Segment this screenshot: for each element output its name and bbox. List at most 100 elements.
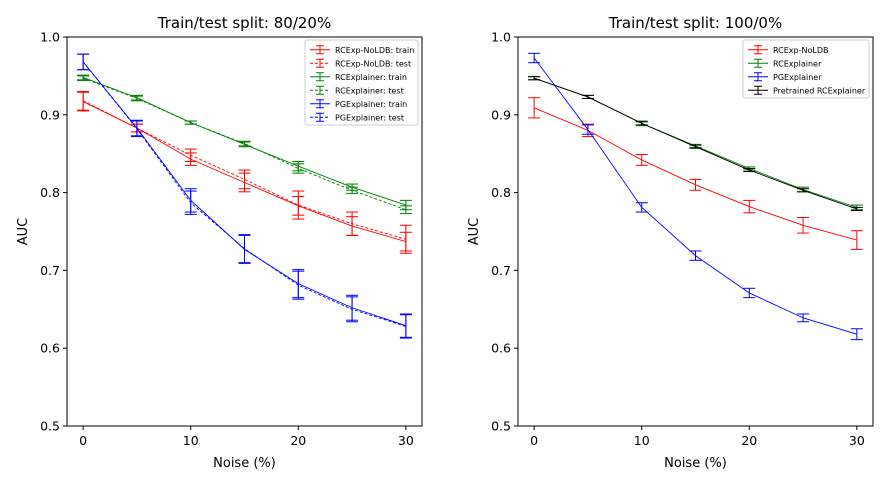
x-tick-label: 10 [634,433,650,448]
y-tick-label: 1.0 [491,30,511,45]
legend-entry: PGExplainer: test [310,112,404,122]
error-bar [184,148,197,162]
series-6 [77,53,412,339]
x-tick-label: 20 [290,433,306,448]
error-bar [797,313,810,323]
legend-label: RCExp-NoLDB: train [335,46,414,55]
error-bar [528,97,541,119]
error-bar [292,163,305,174]
x-axis-label: Noise (%) [213,456,276,471]
error-bar [399,314,412,339]
series-line [533,107,857,241]
error-bar [238,234,251,264]
legend-label: PGExplainer: train [335,100,407,109]
chart-panel-2: Train/test split: 100/0% 0 10 20 30 0.5 0.6 0.7… [467,14,874,471]
error-bar [292,190,305,220]
chart-title: Train/test split: 100/0% [608,14,782,32]
legend-entry: Pretrained RCExplainer [748,85,866,95]
error-bar [635,202,648,213]
error-bar [850,230,863,250]
series-4 [77,75,412,215]
error-bar [77,75,90,82]
x-tick-label: 10 [183,433,199,448]
error-bar [528,76,541,81]
legend-entry: PGExplainer [748,72,822,82]
error-bar [850,206,863,211]
error-bar [743,167,756,173]
plot-area-frame [66,36,423,427]
error-bar [346,211,359,236]
chart-panel-1: Train/test split: 80/20% 0 10 20 30 0.5 0.6 0.7… [16,14,423,471]
y-tick-label: 1.0 [40,30,60,45]
legend-box [304,39,419,126]
y-tick-label: 0.6 [491,341,511,356]
legend-entry: RCExp-NoLDB: test [310,58,411,68]
series-4 [528,76,863,211]
x-tick-label: 0 [530,433,538,448]
error-bar [77,53,90,71]
legend-label: RCExp-NoLDB: test [335,59,411,68]
error-bar [292,270,305,300]
legend-label: PGExplainer [773,73,822,82]
y-tick-label: 0.6 [40,341,60,356]
error-bar [399,224,412,254]
error-bar [346,296,359,323]
legend-label: PGExplainer: test [335,113,404,122]
error-bar [528,52,541,64]
chart-title: Train/test split: 80/20% [157,14,331,32]
y-axis-label: AUC [16,218,31,246]
error-bar [130,95,143,102]
error-bar [743,199,756,214]
y-axis-label: AUC [467,218,482,246]
error-bar [77,90,90,111]
error-bar [238,140,251,147]
y-tick-label: 0.7 [491,263,511,278]
error-bar [399,205,412,215]
legend-entry: PGExplainer: train [310,99,407,109]
error-bar [238,169,251,190]
error-bar [581,124,594,135]
legend-entry: RCExplainer [748,58,822,68]
legend-label: RCExp-NoLDB [773,46,828,55]
y-tick-label: 0.5 [40,419,60,434]
x-axis-label: Noise (%) [664,456,727,471]
x-tick-label: 20 [741,433,757,448]
error-bar [797,216,810,234]
series-1 [528,97,863,250]
x-tick-label: 30 [398,433,414,448]
error-bar [184,120,197,125]
legend-box [742,39,870,99]
legend-label: RCExplainer: train [335,73,407,82]
legend: RCExp-NoLDB: train RCExp-NoLDB: test RCExp… [304,39,419,126]
series-line [533,57,857,335]
legend-entry: RCExplainer: train [310,72,407,82]
error-bar [635,121,648,126]
error-bar [797,188,810,193]
y-tick-label: 0.8 [491,185,511,200]
error-bar [689,250,702,261]
error-bar [689,144,702,149]
error-bar [850,328,863,341]
error-bar [130,120,143,138]
error-bar [743,287,756,299]
legend-entry: RCExplainer: test [310,85,404,95]
error-bar [346,186,359,194]
y-tick-label: 0.5 [491,419,511,434]
legend: RCExp-NoLDB RCExplainer PGExplainer Pretrai… [742,39,870,99]
error-bar [689,178,702,191]
plot-area-frame [517,36,874,427]
x-tick-label: 30 [849,433,865,448]
y-tick-label: 0.9 [491,107,511,122]
error-bar [635,153,648,166]
error-bar [581,94,594,99]
legend-label: RCExplainer [773,59,822,68]
y-tick-label: 0.9 [40,107,60,122]
legend-entry: RCExp-NoLDB [748,45,828,55]
y-tick-label: 0.8 [40,185,60,200]
legend-label: RCExplainer: test [335,86,404,95]
x-tick-label: 0 [79,433,87,448]
legend-label: Pretrained RCExplainer [773,86,866,95]
series-3 [528,52,863,341]
legend-entry: RCExp-NoLDB: train [310,45,414,55]
